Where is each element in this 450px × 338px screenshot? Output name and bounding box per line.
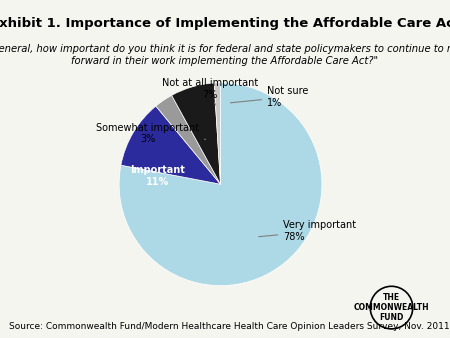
Text: Important
11%: Important 11% xyxy=(130,165,185,187)
Text: "In general, how important do you think it is for federal and state policymakers: "In general, how important do you think … xyxy=(0,44,450,66)
Text: Source: Commonwealth Fund/Modern Healthcare Health Care Opinion Leaders Survey, : Source: Commonwealth Fund/Modern Healthc… xyxy=(9,322,450,331)
Wedge shape xyxy=(171,83,220,184)
Wedge shape xyxy=(214,83,220,184)
Wedge shape xyxy=(156,95,220,184)
Text: THE
COMMONWEALTH
FUND: THE COMMONWEALTH FUND xyxy=(354,293,429,322)
Wedge shape xyxy=(119,83,322,286)
Text: Somewhat important
3%: Somewhat important 3% xyxy=(96,123,206,144)
Wedge shape xyxy=(121,106,220,184)
Text: Not at all important
7%: Not at all important 7% xyxy=(162,78,258,105)
Text: Very important
78%: Very important 78% xyxy=(259,220,356,242)
Text: Exhibit 1. Importance of Implementing the Affordable Care Act: Exhibit 1. Importance of Implementing th… xyxy=(0,17,450,30)
Text: Not sure
1%: Not sure 1% xyxy=(230,86,309,108)
